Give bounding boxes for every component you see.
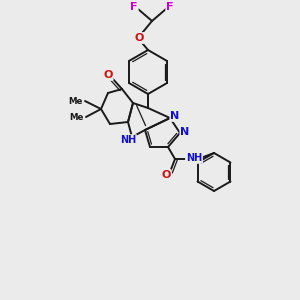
Text: NH: NH — [186, 153, 202, 163]
Text: N: N — [180, 127, 190, 137]
Text: N: N — [170, 111, 180, 121]
Text: O: O — [103, 70, 113, 80]
Text: F: F — [130, 2, 138, 12]
Text: Me: Me — [70, 112, 84, 122]
Text: NH: NH — [120, 135, 136, 145]
Text: O: O — [134, 33, 144, 43]
Text: F: F — [166, 2, 174, 12]
Text: O: O — [161, 170, 171, 180]
Text: Me: Me — [69, 97, 83, 106]
